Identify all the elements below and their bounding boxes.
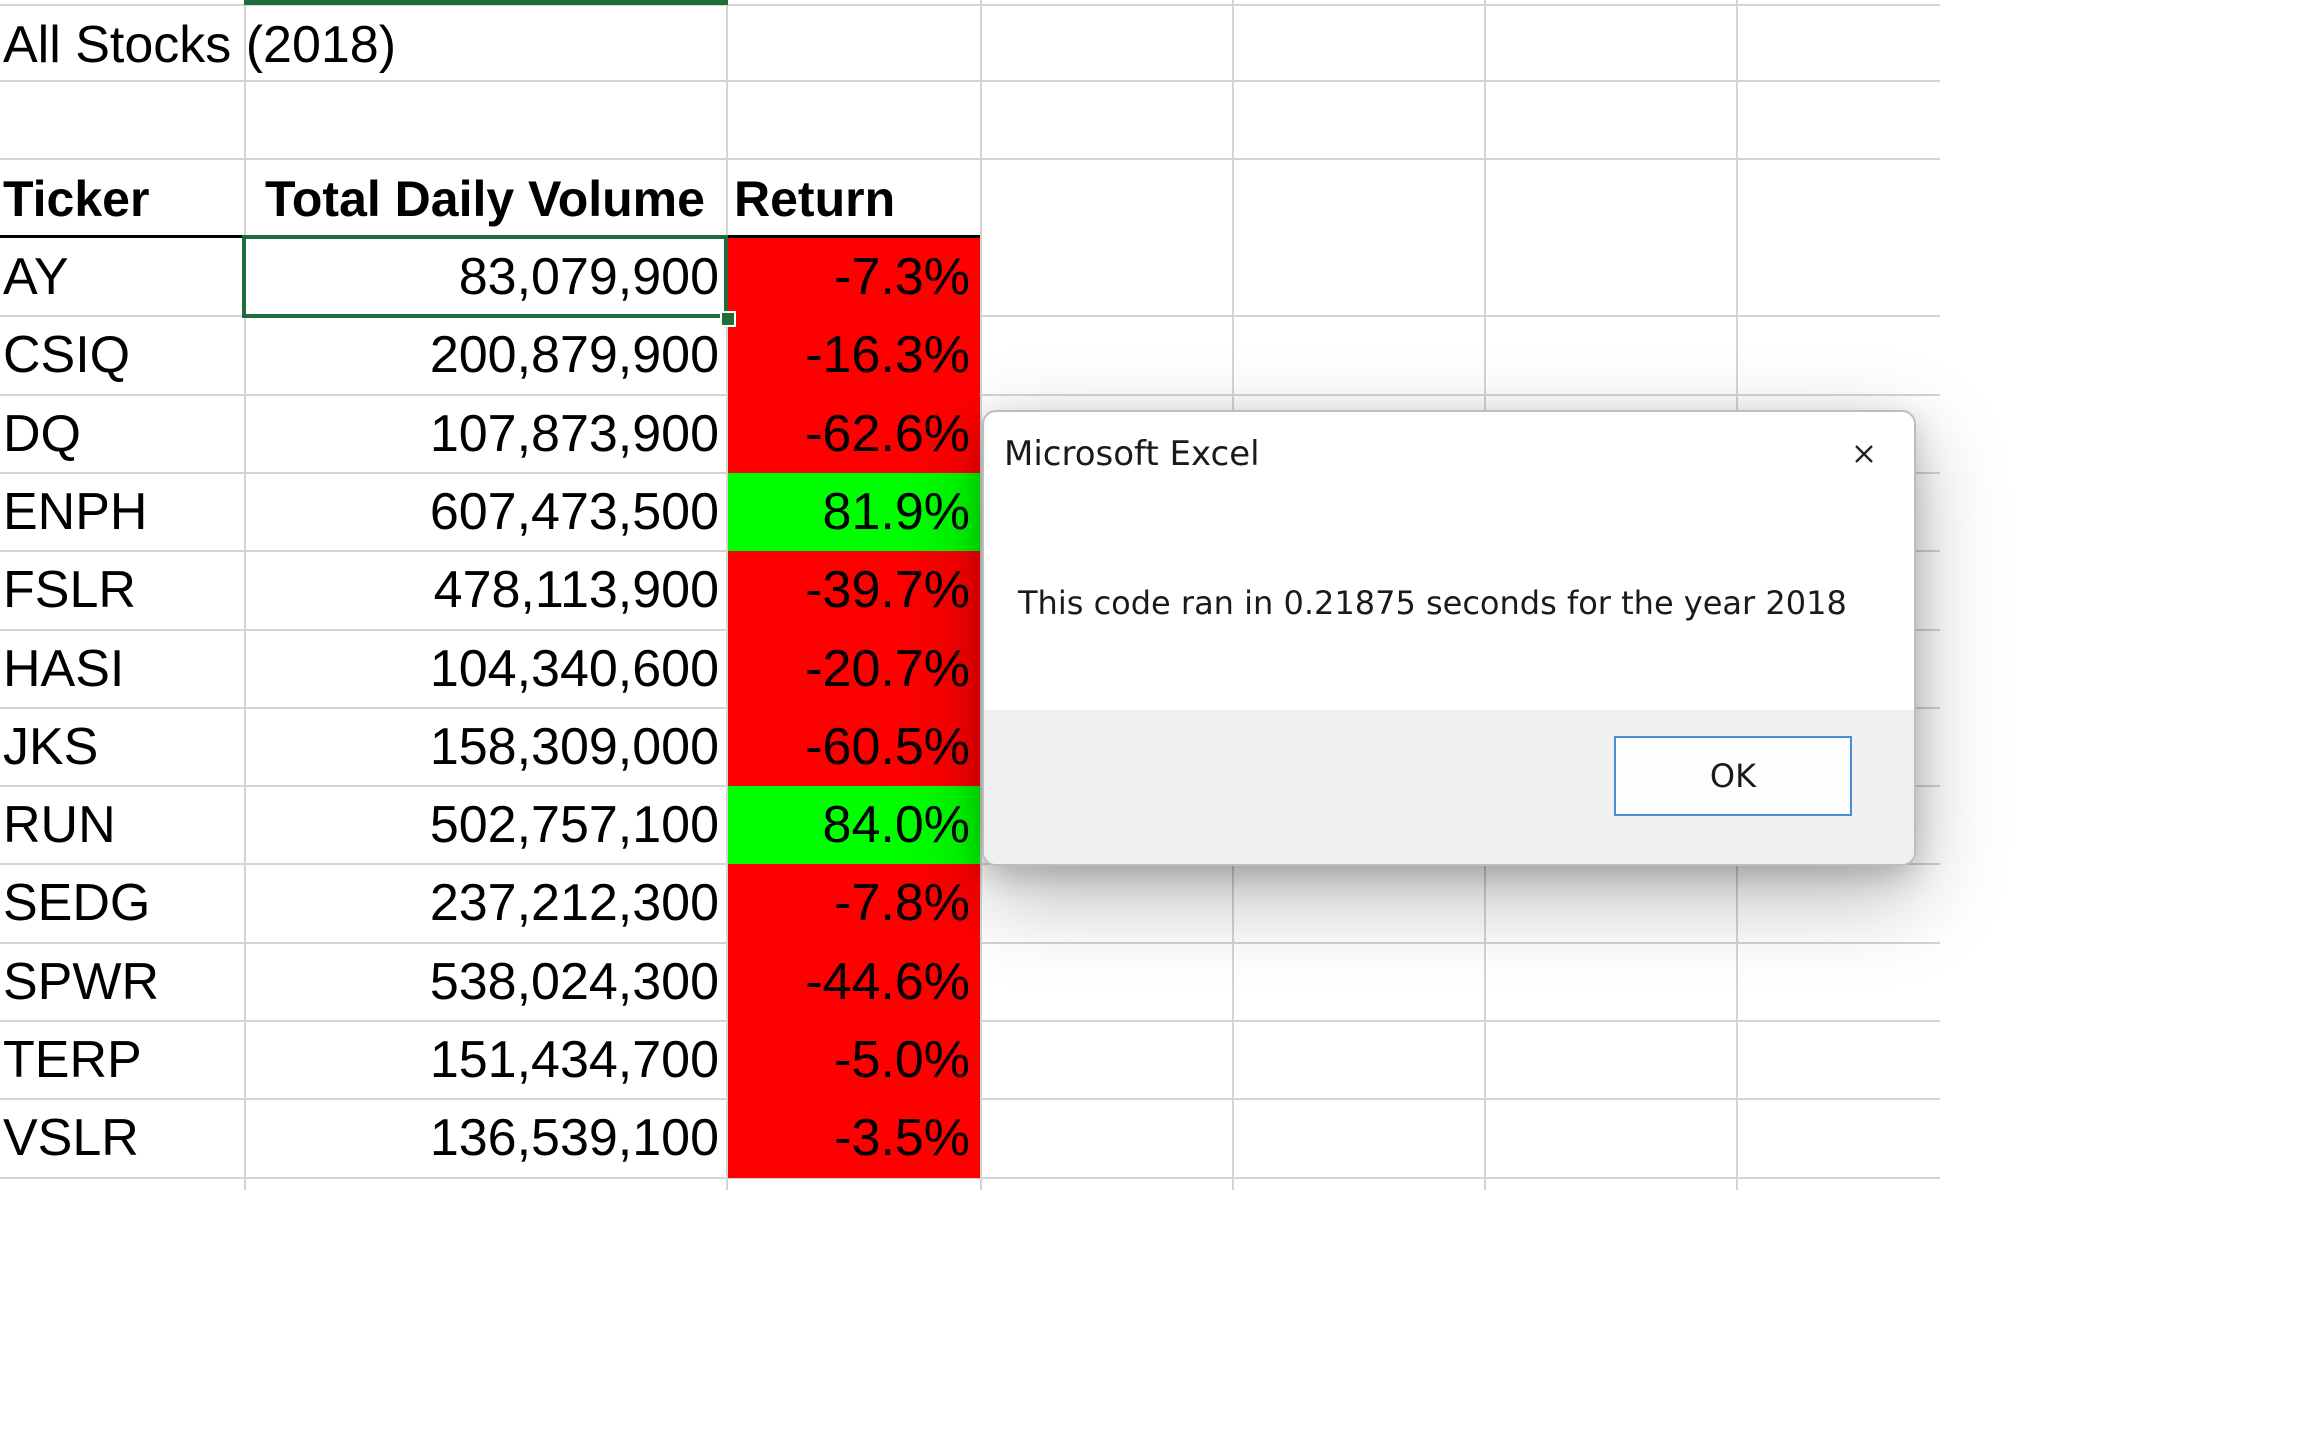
return-cell[interactable]: -39.7% (805, 561, 970, 619)
volume-cell[interactable]: 158,309,000 (429, 718, 719, 776)
volume-cell[interactable]: 478,113,900 (433, 561, 719, 619)
dialog-title: Microsoft Excel (1004, 434, 1260, 474)
ticker-cell[interactable]: FSLR (3, 561, 136, 619)
volume-cell[interactable]: 237,212,300 (429, 874, 719, 932)
volume-cell[interactable]: 151,434,700 (429, 1031, 719, 1089)
close-icon (1855, 445, 1873, 463)
message-dialog: Microsoft Excel This code ran in 0.21875… (982, 410, 1916, 866)
column-header-selection-accent (244, 0, 728, 5)
active-cell-selection[interactable] (242, 235, 728, 318)
volume-cell[interactable]: 538,024,300 (429, 953, 719, 1011)
ticker-cell[interactable]: HASI (3, 640, 125, 698)
ticker-cell[interactable]: TERP (3, 1031, 142, 1089)
header-total-daily-volume[interactable]: Total Daily Volume (265, 171, 705, 227)
fill-handle[interactable] (720, 311, 736, 327)
dialog-message: This code ran in 0.21875 seconds for the… (1018, 584, 1847, 622)
return-cell[interactable]: -44.6% (805, 953, 970, 1011)
return-fill (728, 943, 980, 1022)
volume-cell[interactable]: 104,340,600 (429, 640, 719, 698)
return-fill (728, 864, 980, 943)
return-fill (728, 238, 980, 317)
return-fill (728, 395, 980, 474)
ticker-cell[interactable]: AY (3, 248, 69, 306)
ticker-cell[interactable]: CSIQ (3, 326, 131, 384)
return-fill (728, 316, 980, 395)
ticker-cell[interactable]: VSLR (3, 1109, 139, 1167)
volume-cell[interactable]: 607,473,500 (429, 483, 719, 541)
return-fill (728, 708, 980, 787)
return-cell[interactable]: 84.0% (822, 796, 970, 854)
volume-cell[interactable]: 200,879,900 (429, 326, 719, 384)
header-return[interactable]: Return (734, 171, 896, 227)
row-divider (0, 4, 1940, 6)
return-cell[interactable]: -7.3% (834, 248, 970, 306)
return-fill (728, 473, 980, 552)
ticker-cell[interactable]: SEDG (3, 874, 151, 932)
column-divider (980, 0, 982, 1190)
return-cell[interactable]: -5.0% (834, 1031, 970, 1089)
row-divider (0, 80, 1940, 82)
row-divider (0, 1177, 1940, 1179)
return-cell[interactable]: -3.5% (834, 1109, 970, 1167)
spreadsheet-grid[interactable]: All Stocks (2018) Ticker Total Daily Vol… (0, 0, 1940, 1190)
sheet-title[interactable]: All Stocks (2018) (3, 16, 397, 74)
return-fill (728, 786, 980, 865)
return-cell[interactable]: 81.9% (822, 483, 970, 541)
return-fill (728, 630, 980, 709)
return-cell[interactable]: -20.7% (805, 640, 970, 698)
column-divider (244, 0, 246, 1190)
column-divider (726, 0, 728, 1190)
volume-cell[interactable]: 107,873,900 (429, 405, 719, 463)
return-cell[interactable]: -16.3% (805, 326, 970, 384)
close-icon[interactable] (1844, 434, 1884, 474)
return-cell[interactable]: -62.6% (805, 405, 970, 463)
ticker-cell[interactable]: RUN (3, 796, 116, 854)
volume-cell[interactable]: 136,539,100 (429, 1109, 719, 1167)
volume-cell[interactable]: 502,757,100 (429, 796, 719, 854)
return-fill (728, 1099, 980, 1178)
row-divider (0, 158, 1940, 160)
dialog-footer: OK (984, 710, 1914, 864)
return-fill (728, 551, 980, 630)
volume-cell[interactable]: 83,079,900 (458, 248, 719, 306)
return-cell[interactable]: -60.5% (805, 718, 970, 776)
header-ticker[interactable]: Ticker (3, 171, 150, 227)
ticker-cell[interactable]: SPWR (3, 953, 159, 1011)
ok-button[interactable]: OK (1614, 736, 1852, 816)
return-fill (728, 1021, 980, 1100)
ticker-cell[interactable]: JKS (3, 718, 99, 776)
return-cell[interactable]: -7.8% (834, 874, 970, 932)
ticker-cell[interactable]: DQ (3, 405, 81, 463)
ticker-cell[interactable]: ENPH (3, 483, 148, 541)
